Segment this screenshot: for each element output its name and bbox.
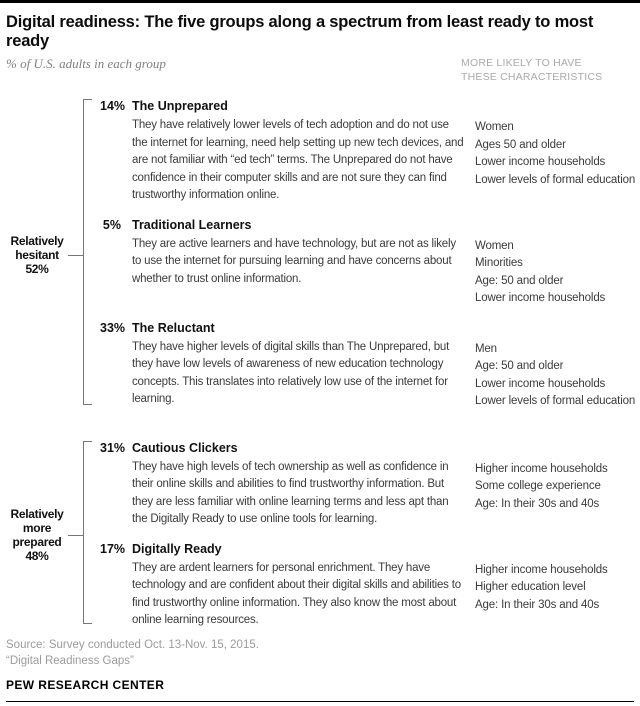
bracket-connector-line xyxy=(68,254,83,256)
entry-pct: 5% xyxy=(102,217,121,232)
entry-name: Traditional Learners xyxy=(132,217,252,232)
entry-main: Traditional Learners They are active lea… xyxy=(132,218,464,308)
bracket-shape xyxy=(83,440,92,624)
characteristic-item: Age: In their 30s and 40s xyxy=(475,497,600,510)
entry-description: They are ardent learners for personal en… xyxy=(132,561,461,627)
groups-container: Relatively hesitant 52% 14% The Unprepar… xyxy=(6,99,635,630)
entries-hesitant: 14% The Unprepared They have relatively … xyxy=(100,99,635,411)
bottom-rule xyxy=(6,701,634,702)
characteristic-item: Men xyxy=(475,342,497,355)
entry-characteristics: Higher income households Higher educatio… xyxy=(475,542,608,630)
entry-cautious-clickers: 31% Cautious Clickers They have high lev… xyxy=(100,441,634,529)
characteristic-item: Age: 50 and older xyxy=(475,274,564,287)
bracket-column xyxy=(68,99,100,411)
characteristic-item: Lower income households xyxy=(475,292,606,304)
bracket-column xyxy=(68,440,100,630)
page-title: Digital readiness: The five groups along… xyxy=(6,13,594,50)
characteristic-item: Some college experience xyxy=(475,480,601,492)
entry-name: The Reluctant xyxy=(132,320,215,335)
characteristic-item: Lower income households xyxy=(475,156,606,168)
characteristic-item: Ages 50 and older xyxy=(475,138,566,151)
entry-characteristics: Higher income households Some college ex… xyxy=(475,441,608,529)
characteristic-item: Higher income households xyxy=(475,462,608,475)
source-line-1: Source: Survey conducted Oct. 13-Nov. 15… xyxy=(6,639,259,651)
group-relatively-hesitant: Relatively hesitant 52% 14% The Unprepar… xyxy=(6,99,635,411)
group-label-text: Relatively hesitant xyxy=(10,233,64,262)
entry-name: The Unprepared xyxy=(132,99,228,113)
entry-main: The Reluctant They have higher levels of… xyxy=(132,321,464,411)
pew-research-center-brand: PEW RESEARCH CENTER xyxy=(6,678,165,692)
source-line-2: “Digital Readiness Gaps” xyxy=(6,654,134,667)
characteristic-item: Women xyxy=(475,239,514,252)
entry-description: They have relatively lower levels of tec… xyxy=(132,119,464,201)
entry-pct: 33% xyxy=(100,320,126,335)
group-label-pct: 48% xyxy=(25,549,49,563)
entry-main: The Unprepared They have relatively lowe… xyxy=(132,99,464,205)
characteristic-item: Lower income households xyxy=(475,377,606,390)
entry-pct: 14% xyxy=(100,99,126,113)
entry-description: They have higher levels of digital skill… xyxy=(132,340,450,406)
entry-characteristics: Women Ages 50 and older Lower income hou… xyxy=(475,99,635,205)
characteristic-item: Minorities xyxy=(475,257,523,269)
entry-the-reluctant: 33% The Reluctant They have higher level… xyxy=(100,321,635,411)
bracket-shape xyxy=(83,99,92,405)
group-label-more-prepared: Relatively more prepared 48% xyxy=(6,441,68,630)
entry-pct: 17% xyxy=(100,541,126,556)
entry-name: Cautious Clickers xyxy=(132,440,238,455)
top-rule xyxy=(0,0,640,3)
characteristic-item: Higher education level xyxy=(475,581,586,593)
entry-name: Digitally Ready xyxy=(132,541,222,556)
group-relatively-more-prepared: Relatively more prepared 48% 31% Cautiou… xyxy=(6,440,634,630)
characteristic-item: Lower levels of formal education xyxy=(475,173,636,186)
entry-traditional-learners: 5% Traditional Learners They are active … xyxy=(100,218,635,308)
characteristic-item: Age: In their 30s and 40s xyxy=(475,598,600,611)
characteristic-item: Higher income households xyxy=(475,563,608,576)
characteristic-item: Lower levels of formal education xyxy=(475,395,636,407)
entry-digitally-ready: 17% Digitally Ready They are ardent lear… xyxy=(100,542,634,630)
group-label-text: Relatively more prepared xyxy=(10,507,64,549)
group-label-hesitant: Relatively hesitant 52% xyxy=(6,99,68,411)
entry-description: They have high levels of tech ownership … xyxy=(132,460,449,526)
characteristic-item: Age: 50 and older xyxy=(475,360,564,372)
entry-main: Cautious Clickers They have high levels … xyxy=(132,441,464,529)
bracket-connector-line xyxy=(68,535,83,536)
page-subtitle: % of U.S. adults in each group xyxy=(6,56,166,71)
characteristics-column-header: MORE LIKELY TO HAVE THESE CHARACTERISTIC… xyxy=(461,57,603,83)
entry-characteristics: Men Age: 50 and older Lower income house… xyxy=(475,321,635,411)
entry-main: Digitally Ready They are ardent learners… xyxy=(132,542,464,630)
entry-characteristics: Women Minorities Age: 50 and older Lower… xyxy=(475,218,605,308)
group-label-pct: 52% xyxy=(25,261,49,276)
characteristic-item: Women xyxy=(475,121,514,133)
entry-description: They are active learners and have techno… xyxy=(132,237,456,285)
entry-the-unprepared: 14% The Unprepared They have relatively … xyxy=(100,99,635,205)
entries-more-prepared: 31% Cautious Clickers They have high lev… xyxy=(100,441,634,630)
entry-pct: 31% xyxy=(100,440,126,455)
footer: Source: Survey conducted Oct. 13-Nov. 15… xyxy=(6,638,634,706)
